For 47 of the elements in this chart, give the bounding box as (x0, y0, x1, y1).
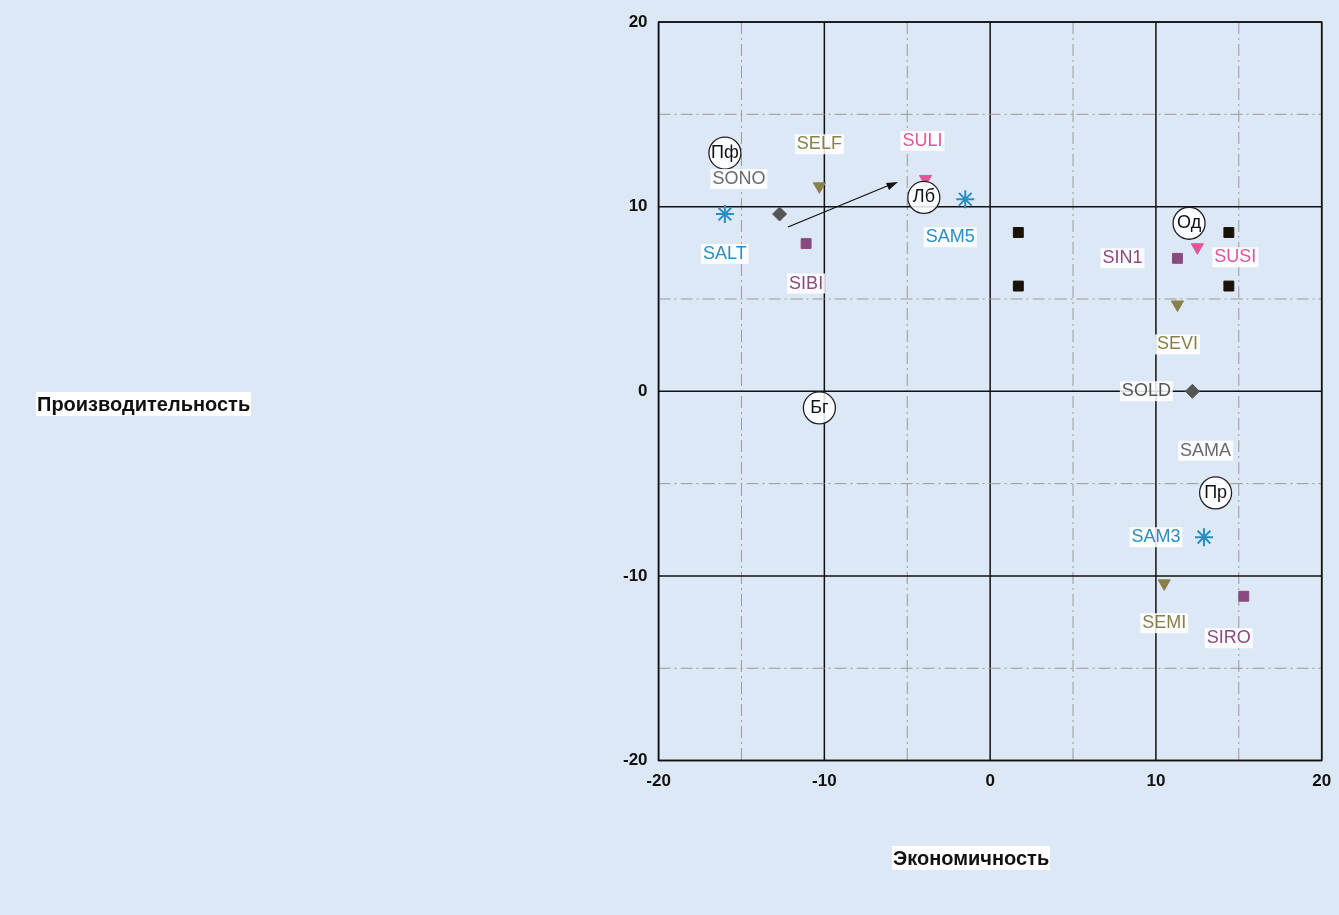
point (1223, 227, 1235, 238)
x-tick-label: -20 (646, 771, 671, 791)
data-label: SULI (902, 129, 943, 150)
point (1223, 280, 1235, 292)
point (955, 189, 976, 210)
point (1157, 579, 1171, 591)
data-label: SIRO (1206, 627, 1251, 648)
y-tick-label: 0 (638, 380, 648, 400)
data-label: SOLD (1121, 380, 1171, 401)
annotation: SONO (712, 168, 766, 189)
data-label: SIN1 (1102, 247, 1143, 268)
x-axis-title: Экономичность (892, 846, 1051, 870)
x-tick-label: 20 (1312, 771, 1332, 791)
data-label: Од (1177, 212, 1202, 233)
point (772, 206, 788, 222)
point (1172, 252, 1183, 264)
point (800, 238, 812, 250)
y-tick-label: 20 (628, 11, 648, 31)
data-label: SELF (796, 133, 842, 154)
point (1184, 383, 1200, 399)
data-label: SAM5 (925, 226, 975, 247)
point (1190, 243, 1204, 255)
x-tick-label: 10 (1146, 771, 1166, 791)
point (1193, 527, 1214, 548)
point (1012, 227, 1024, 238)
point (1238, 590, 1250, 602)
point (1012, 280, 1024, 292)
data-label: SALT (703, 243, 747, 263)
x-tick-label: -10 (812, 771, 837, 791)
point (1170, 300, 1185, 313)
data-label: Пр (1204, 481, 1228, 502)
annotation: SAMA (1180, 439, 1232, 460)
point (812, 182, 826, 194)
data-label: SIBI (789, 272, 824, 293)
data-label: Пф (711, 142, 739, 163)
point (714, 204, 735, 225)
data-label: SAM3 (1131, 526, 1181, 547)
data-label: Лб (912, 186, 935, 207)
text: Производительность (36, 392, 252, 416)
data-label: Бг (810, 396, 829, 417)
y-tick-label: 10 (628, 196, 648, 216)
x-tick-label: 0 (985, 771, 995, 791)
data-label: SEMI (1142, 612, 1187, 633)
y-tick-label: -10 (622, 565, 648, 585)
y-tick-label: -20 (622, 750, 648, 770)
data-label: SEVI (1156, 333, 1198, 354)
data-label: SUSI (1214, 246, 1257, 267)
